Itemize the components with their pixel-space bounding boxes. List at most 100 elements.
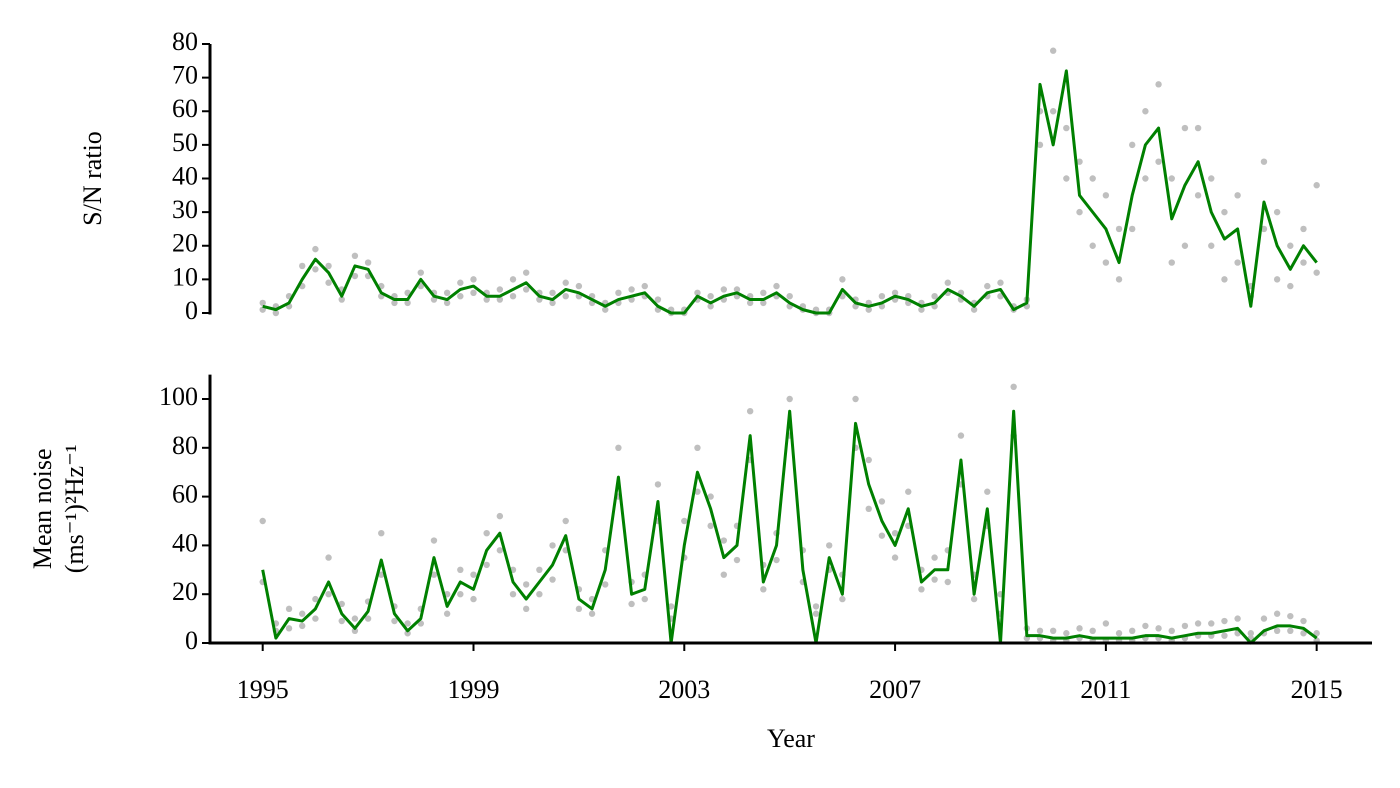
data-point (470, 289, 477, 297)
data-point (1208, 175, 1215, 182)
x-tick-label: 2007 (869, 675, 921, 704)
data-point (1115, 225, 1123, 233)
data-point (312, 266, 319, 273)
data-point (1063, 630, 1070, 637)
data-point (1115, 276, 1123, 283)
data-point (602, 306, 609, 313)
data-point (430, 571, 438, 578)
data-point (443, 299, 451, 307)
data-point (1221, 276, 1228, 283)
data-point (746, 299, 754, 307)
data-point (351, 615, 359, 622)
data-point (338, 600, 345, 608)
y-tick-label: 60 (172, 94, 198, 123)
data-point (457, 292, 464, 300)
data-point (338, 296, 345, 303)
data-point (391, 299, 398, 307)
x-tick-label: 1999 (447, 675, 499, 704)
data-point (470, 571, 477, 578)
data-point (760, 289, 767, 297)
data-point (1287, 627, 1294, 634)
data-point (1155, 81, 1162, 88)
data-point (1194, 192, 1202, 199)
data-point (562, 279, 569, 286)
data-point (1102, 192, 1110, 199)
data-point (1221, 632, 1228, 639)
data-point (1260, 225, 1268, 233)
data-point (720, 537, 728, 544)
data-point (984, 488, 991, 495)
data-point (970, 306, 978, 313)
y-tick-label: 30 (172, 195, 198, 224)
data-point (457, 279, 464, 286)
data-point (1089, 242, 1096, 249)
data-point (1273, 208, 1281, 216)
data-point (509, 591, 517, 598)
data-point (891, 554, 899, 561)
data-point (1194, 620, 1202, 627)
data-point (997, 279, 1004, 286)
data-point (299, 610, 306, 617)
data-point (522, 286, 530, 293)
data-point (733, 286, 741, 293)
data-point (654, 481, 662, 488)
x-axis-label: Year (767, 724, 815, 753)
data-point (259, 517, 266, 525)
data-point (509, 292, 517, 300)
data-point (1049, 108, 1057, 115)
data-point (1273, 627, 1281, 634)
data-point (522, 605, 530, 613)
data-point (1010, 383, 1017, 390)
data-point (1234, 192, 1241, 199)
data-point (628, 600, 635, 608)
data-point (1049, 47, 1057, 54)
x-tick-label: 1995 (237, 675, 289, 704)
data-point (404, 620, 411, 627)
data-point (931, 554, 938, 561)
data-point (496, 512, 504, 520)
data-point (549, 576, 556, 583)
data-point (259, 299, 266, 307)
smoothed-line (261, 409, 1318, 645)
data-point (839, 276, 846, 283)
data-point (1089, 627, 1096, 634)
data-point (457, 591, 464, 598)
data-point (351, 252, 359, 260)
y-axis-label: (ms⁻¹)²Hz⁻¹ (60, 444, 89, 573)
data-point (1102, 620, 1110, 627)
data-point (364, 615, 372, 622)
data-point (1260, 615, 1268, 622)
data-point (918, 306, 925, 313)
data-point (984, 282, 991, 290)
y-tick-label: 100 (159, 382, 198, 411)
data-point (1221, 208, 1228, 216)
x-tick-label: 2011 (1080, 675, 1131, 704)
data-point (312, 245, 319, 253)
data-point (931, 576, 938, 583)
data-point (496, 547, 504, 554)
data-point (891, 289, 899, 297)
data-point (272, 309, 280, 317)
data-point (299, 622, 306, 630)
data-point (681, 517, 688, 525)
data-point (773, 556, 780, 564)
data-point (549, 542, 556, 549)
y-tick-label: 70 (172, 61, 198, 90)
data-point (351, 272, 359, 280)
data-point (536, 566, 543, 573)
data-point (404, 299, 411, 307)
data-point (522, 269, 530, 276)
data-point (1155, 625, 1162, 632)
data-point (1287, 282, 1294, 290)
x-tick-label: 2015 (1291, 675, 1343, 704)
y-axis-label: S/N ratio (78, 131, 107, 226)
data-point (299, 262, 306, 270)
data-point (865, 306, 872, 313)
data-point (588, 610, 596, 617)
data-point (1036, 141, 1044, 149)
data-point (404, 630, 411, 637)
data-point (575, 282, 583, 290)
data-point (312, 595, 319, 603)
data-point (694, 488, 701, 495)
